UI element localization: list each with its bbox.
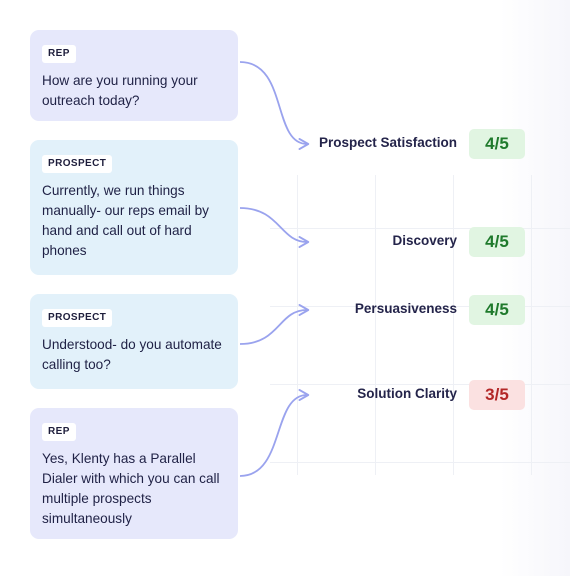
message-card-prospect: PROSPECT Currently, we run things manual… <box>30 140 238 275</box>
metric-label-prospect-satisfaction: Prospect Satisfaction <box>318 135 457 150</box>
score-badge: 4/5 <box>469 227 525 257</box>
grid-line <box>270 306 570 307</box>
grid-line <box>531 175 532 475</box>
connector-arrow <box>239 389 310 477</box>
score-badge: 4/5 <box>469 129 525 159</box>
message-text: Currently, we run things manually- our r… <box>42 183 209 258</box>
grid-line <box>453 175 454 475</box>
score-badge: 4/5 <box>469 295 525 325</box>
message-card-prospect: PROSPECT Understood- do you automate cal… <box>30 294 238 389</box>
background-fade <box>500 0 570 576</box>
score-badge: 3/5 <box>469 380 525 410</box>
grid-line <box>270 384 570 385</box>
role-badge: REP <box>42 45 76 63</box>
metric-label-solution-clarity: Solution Clarity <box>357 386 457 401</box>
connector-arrow <box>239 207 310 248</box>
message-text: Understood- do you automate calling too? <box>42 337 222 372</box>
grid-line <box>270 462 570 463</box>
grid-line <box>297 175 298 475</box>
message-card-rep: REP How are you running your outreach to… <box>30 30 238 121</box>
metric-label-persuasiveness: Persuasiveness <box>354 301 457 316</box>
role-badge: PROSPECT <box>42 155 113 173</box>
role-badge: PROSPECT <box>42 309 113 327</box>
message-text: How are you running your outreach today? <box>42 73 198 108</box>
connector-arrow <box>239 61 310 150</box>
metric-label-discovery: Discovery <box>392 233 457 248</box>
message-card-rep: REP Yes, Klenty has a Parallel Dialer wi… <box>30 408 238 539</box>
message-text: Yes, Klenty has a Parallel Dialer with w… <box>42 451 220 526</box>
grid-line <box>270 228 570 229</box>
grid-line <box>375 175 376 475</box>
role-badge: REP <box>42 423 76 441</box>
connector-arrow <box>239 304 310 345</box>
